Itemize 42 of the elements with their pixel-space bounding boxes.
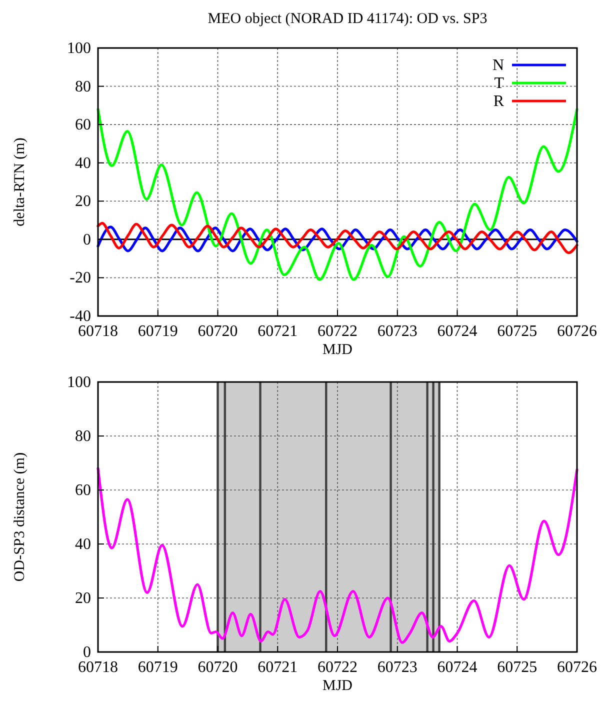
x-axis-title: MJD — [322, 678, 353, 694]
x-tick-label: 60718 — [78, 659, 118, 676]
x-tick-label: 60723 — [377, 659, 418, 676]
y-axis-title: OD-SP3 distance (m) — [12, 452, 28, 582]
x-tick-label: 60723 — [377, 323, 418, 340]
y-tick-label: 60 — [75, 116, 91, 134]
x-tick-label: 60720 — [198, 659, 238, 676]
y-tick-label: 20 — [75, 193, 91, 210]
y-tick-label: 100 — [67, 40, 91, 57]
y-tick-label: 0 — [83, 231, 91, 248]
x-tick-label: 60722 — [318, 659, 358, 676]
x-tick-label: 60721 — [258, 323, 298, 340]
y-tick-label: 60 — [75, 482, 91, 499]
chart-title: MEO object (NORAD ID 41174): OD vs. SP3 — [208, 11, 488, 27]
x-tick-label: 60726 — [557, 323, 597, 340]
x-tick-label: 60724 — [437, 323, 478, 340]
x-tick-label: 60719 — [138, 323, 178, 340]
x-tick-label: 60726 — [557, 659, 597, 676]
y-tick-label: 40 — [75, 536, 91, 553]
x-tick-label: 60725 — [497, 659, 538, 676]
line-series — [96, 108, 578, 281]
x-tick-label: 60718 — [78, 323, 118, 340]
line-series — [96, 467, 578, 644]
y-tick-label: 100 — [67, 374, 91, 391]
legend-label: T — [494, 75, 504, 92]
x-tick-label: 60722 — [318, 323, 358, 340]
legend-label: N — [492, 57, 504, 74]
y-tick-label: 20 — [75, 590, 91, 607]
y-tick-label: 80 — [75, 78, 91, 96]
y-tick-label: 0 — [83, 644, 91, 661]
y-axis-title: delta-RTN (m) — [12, 138, 28, 226]
y-tick-label: -40 — [70, 308, 91, 325]
x-tick-label: 60720 — [198, 323, 238, 340]
x-tick-label: 60719 — [138, 659, 178, 676]
y-tick-label: 80 — [75, 428, 91, 445]
legend-label: R — [493, 93, 504, 110]
x-tick-label: 60721 — [258, 659, 298, 676]
y-tick-label: 40 — [75, 154, 91, 172]
y-tick-label: -20 — [70, 270, 91, 287]
x-axis-title: MJD — [322, 342, 353, 358]
x-tick-label: 60724 — [437, 659, 478, 676]
x-tick-label: 60725 — [497, 323, 538, 340]
